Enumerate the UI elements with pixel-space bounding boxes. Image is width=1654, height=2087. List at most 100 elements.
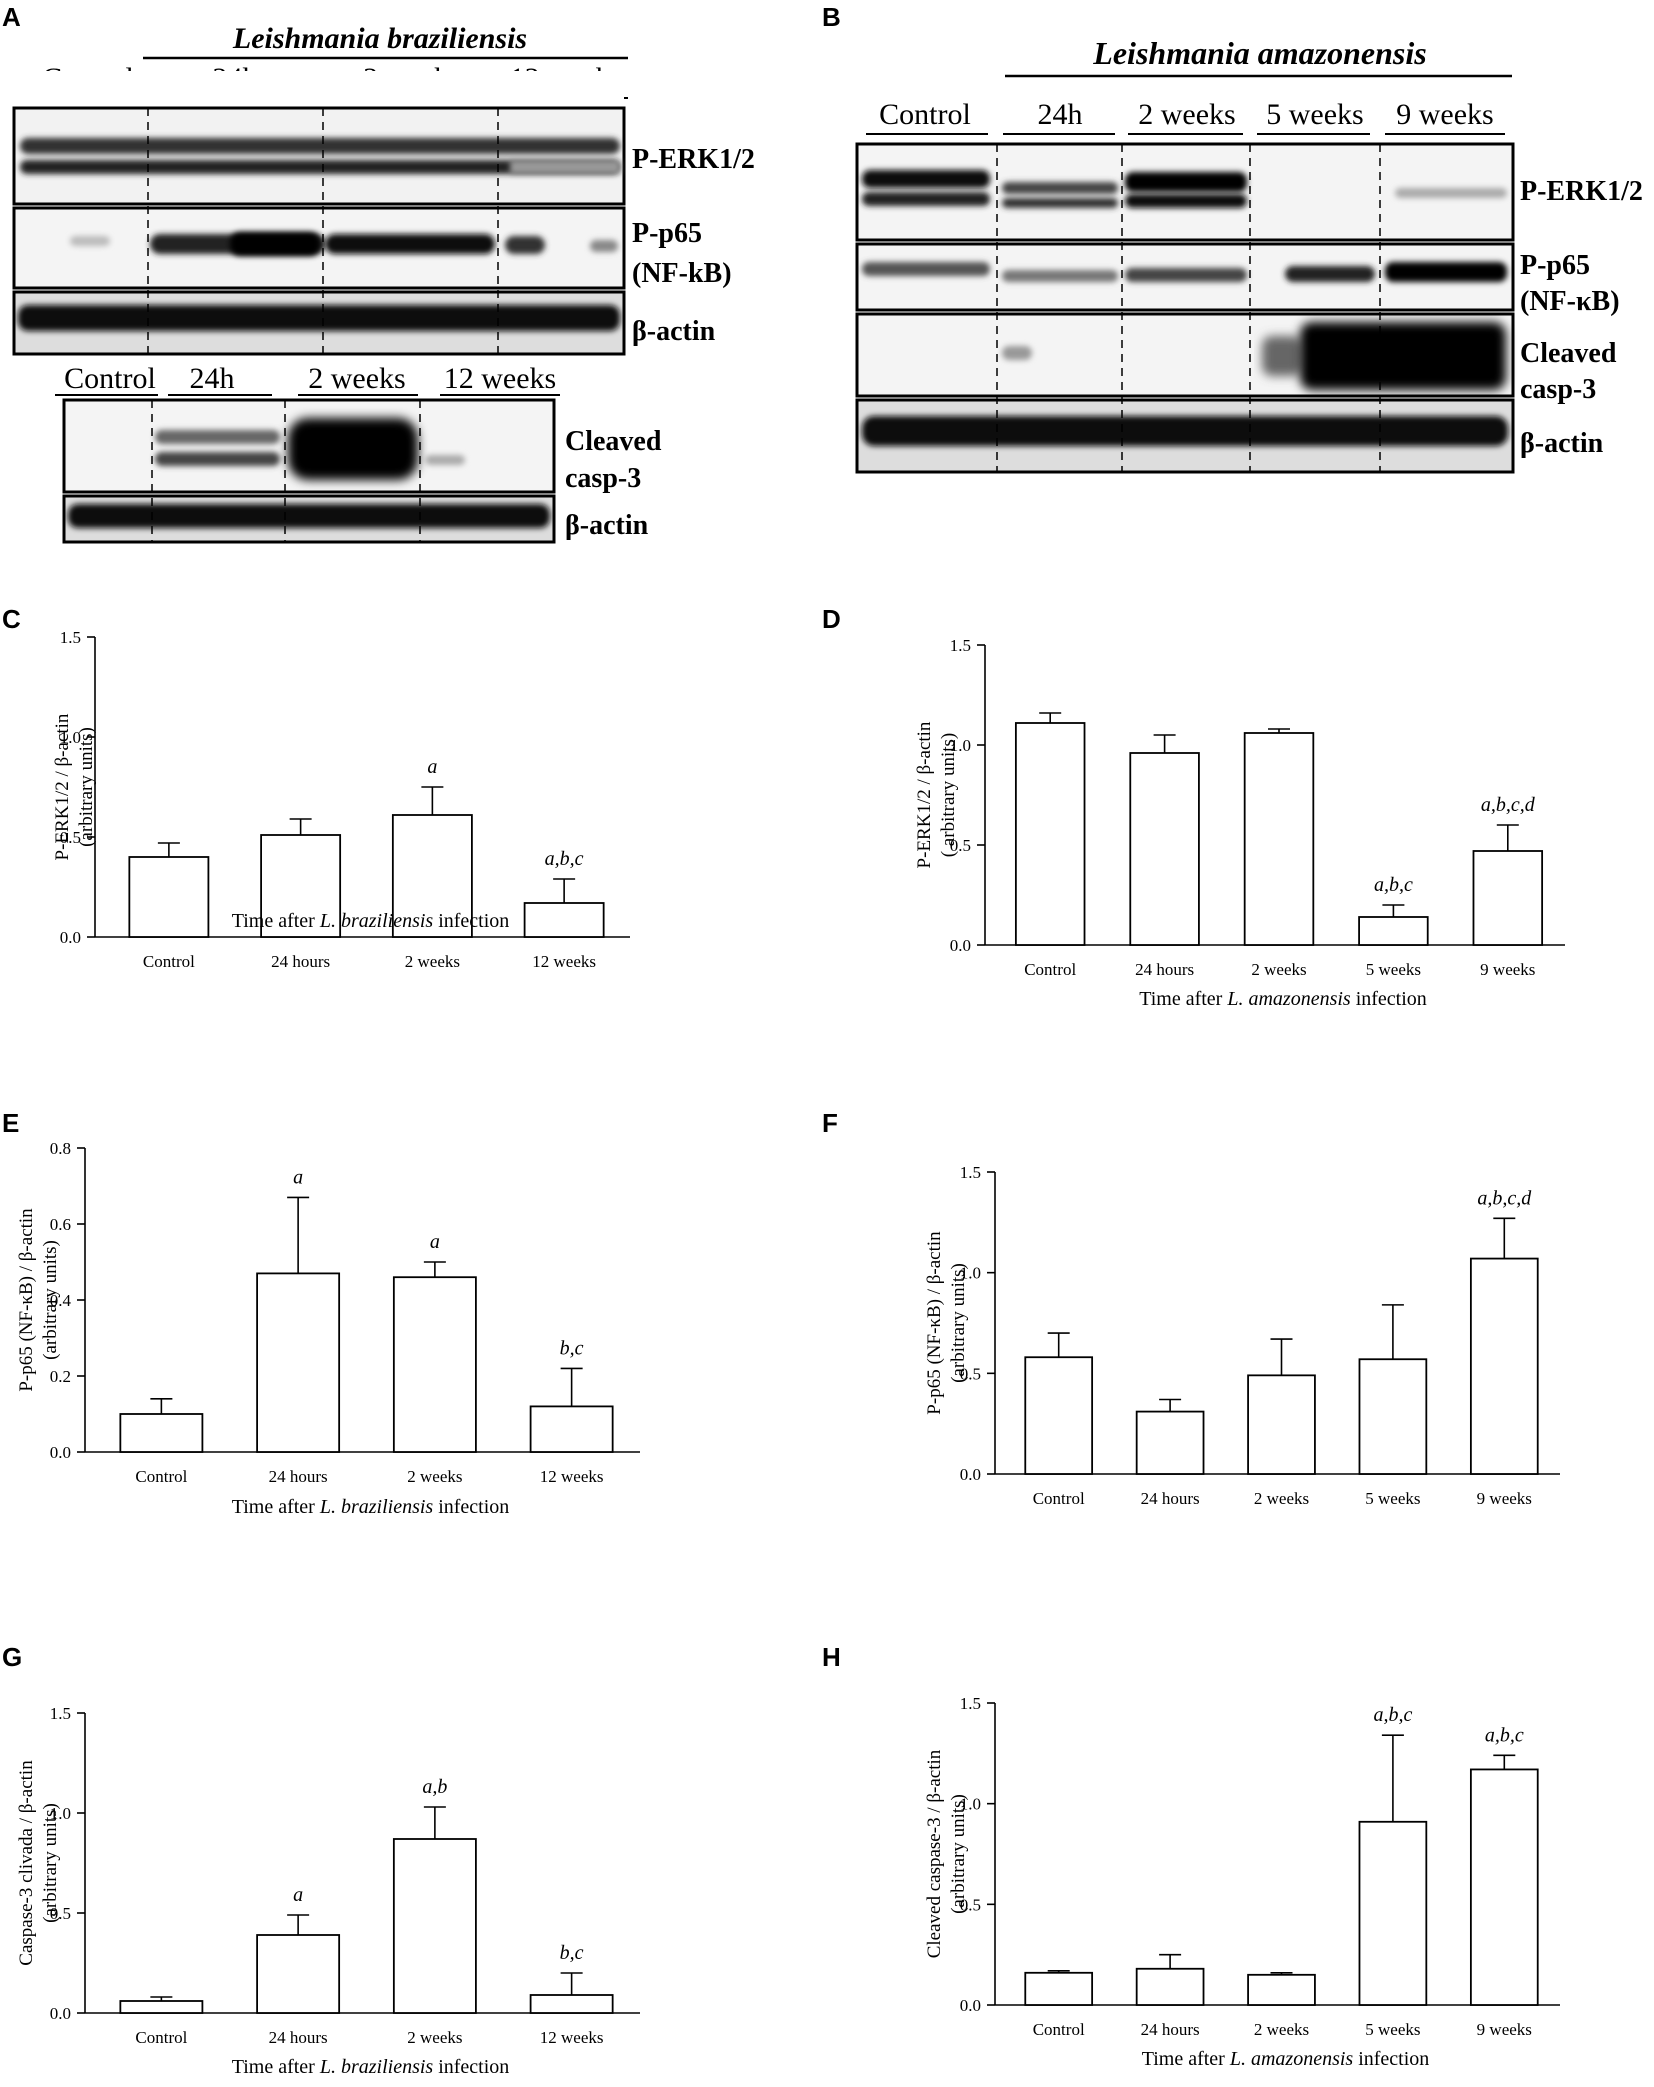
x-axis-label-post: infection [433,2056,509,2078]
blot-b-label-actin: β-actin [1520,428,1604,459]
y-tick-label: 0.0 [50,1443,71,1462]
category-label: 5 weeks [1365,1489,1420,1508]
blot-b-label-nfkb: (NF-κB) [1520,286,1620,317]
bar [529,1405,614,1453]
y-tick-label: 1.5 [960,1694,981,1713]
blot-b-lane-control: Control [879,98,971,131]
blot-a-lower-lane-2weeks: 2 weeks [308,362,405,395]
category-label: 12 weeks [540,1467,604,1486]
y-tick-label: 0.8 [50,1139,71,1158]
blot-b-label-perk: P-ERK1/2 [1520,176,1643,207]
y-tick-label: 1.0 [960,1264,981,1283]
y-tick-label: 0.0 [960,1465,981,1484]
category-label: 2 weeks [407,1467,462,1486]
blot-a-strip-casp3 [62,398,556,494]
category-label: 2 weeks [405,952,460,971]
blot-b-label-casp3: casp-3 [1520,374,1596,405]
y-tick-label: 0.5 [960,1895,981,1914]
blot-b-lane-24h: 24h [1038,98,1083,131]
bar [1358,1820,1428,2006]
category-label: 5 weeks [1366,960,1421,979]
blot-b-lane-9weeks: 9 weeks [1396,98,1493,131]
category-label: 24 hours [269,1467,328,1486]
category-label: 2 weeks [407,2028,462,2047]
category-label: Control [135,1467,187,1486]
category-label: Control [143,952,195,971]
bar [1247,1374,1316,1475]
y-axis-label: P-p65 (NF-κB) / β-actin [16,1208,37,1392]
panel-letter-c: C [2,604,21,634]
y-axis-label: ( arbitrary units) [938,733,959,858]
y-tick-label: 1.5 [60,628,81,647]
blot-b-strip-casp3 [855,312,1515,398]
x-axis-label-pre: Time after [1139,988,1227,1010]
blot-a-strip-pp65 [12,206,626,290]
x-axis-label-species: L. amazonensis [1229,2048,1354,2070]
category-label: 9 weeks [1480,960,1535,979]
significance-annotation: a [430,1231,440,1253]
category-label: 9 weeks [1477,2020,1532,2039]
category-label: 5 weeks [1365,2020,1420,2039]
y-tick-label: 0.5 [960,1364,981,1383]
x-axis-label: Time after L. braziliensis infection [232,910,510,932]
blot-a-label-actin-lower: β-actin [565,510,649,541]
x-axis-label-pre: Time after [232,2056,320,2078]
category-label: 24 hours [1135,960,1194,979]
y-tick-label: 0.0 [950,936,971,955]
category-label: 24 hours [269,2028,328,2047]
y-tick-label: 0.5 [950,836,971,855]
chart-panel-c: C 0.0 0.5 1.0 1.5 P-ERK1/2 / β-actin (arbitra… [2,604,630,971]
y-axis-label: P-p65 (NF-κB) / β-actin [924,1231,945,1415]
category-label: 24 hours [1141,1489,1200,1508]
category-label: Control [1024,960,1076,979]
y-tick-label: 1.5 [50,1704,71,1723]
significance-annotation: a,b,c [1485,1724,1524,1746]
panel-letter-f: F [822,1108,838,1138]
y-tick-label: 1.0 [950,736,971,755]
panel-letter-b: B [822,2,841,32]
blot-b-lane-2weeks: 2 weeks [1138,98,1235,131]
x-axis-label-post: infection [1353,2048,1429,2070]
x-axis-label-species: L. amazonensis [1226,988,1351,1010]
panel-letter-e: E [2,1108,19,1138]
bar [1129,752,1200,946]
significance-annotation: b,c [560,1337,584,1359]
y-axis-label: (arbitrary units) [948,1263,969,1383]
blot-b-strip-perk [855,142,1515,242]
y-tick-label: 0.0 [60,928,81,947]
blot-a-title: Leishmania braziliensis [232,22,527,55]
significance-annotation: a,b,c [545,848,584,870]
bar [529,1994,614,2014]
blot-b-label-pp65: P-p65 [1520,250,1590,281]
significance-annotation: a,b [422,1776,447,1798]
category-label: 24 hours [1141,2020,1200,2039]
bar [1014,722,1086,946]
y-tick-label: 1.0 [60,728,81,747]
blot-a-strip-actin-lower [62,494,556,544]
x-axis-label-post: infection [433,910,509,932]
y-tick-label: 0.5 [50,1904,71,1923]
bar [1243,732,1315,946]
y-axis-label: (arbitrary units) [40,1803,61,1923]
significance-annotation: a,b,c [1374,874,1413,896]
chart-panel-h: H 0.0 0.5 1.0 1.5 Cleaved caspase-3 / β-acti… [822,1642,1560,2070]
panel-letter-h: H [822,1642,841,1672]
bar [523,902,605,938]
y-tick-label: 1.0 [960,1795,981,1814]
x-axis-label: Time after L. braziliensis infection [232,1496,510,1518]
bar [392,1838,477,2014]
x-axis-label-pre: Time after [1142,2048,1230,2070]
bar [256,1272,341,1453]
blot-a-label-perk: P-ERK1/2 [632,144,755,175]
bar [1135,1410,1205,1475]
panel-letter-d: D [822,604,841,634]
category-label: 12 weeks [532,952,596,971]
bar [1358,916,1429,946]
bar [1135,1967,1205,2006]
y-axis-label: P-ERK1/2 / β-actin [52,713,73,860]
category-label: 2 weeks [1251,960,1306,979]
y-tick-label: 0.6 [50,1215,71,1234]
significance-annotation: a,b,c,d [1481,794,1536,816]
significance-annotation: a [427,756,437,778]
bar [256,1934,341,2014]
